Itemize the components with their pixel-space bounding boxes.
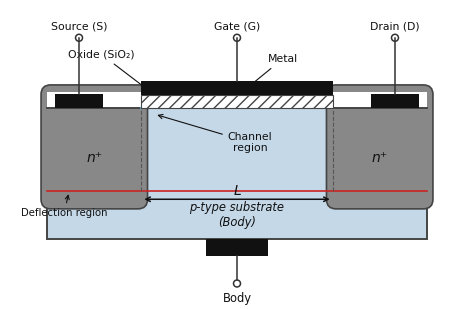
Text: Source (S): Source (S) [51, 21, 107, 31]
Text: Gate (G): Gate (G) [214, 21, 260, 31]
Text: Body: Body [222, 292, 252, 305]
Bar [371, 94, 419, 108]
FancyBboxPatch shape [41, 85, 147, 209]
Text: Deflection region: Deflection region [21, 195, 108, 218]
Bar [207, 239, 267, 256]
Bar [141, 95, 333, 108]
Text: Drain (D): Drain (D) [370, 21, 420, 31]
Text: Oxide (SiO₂): Oxide (SiO₂) [68, 50, 160, 99]
Text: n⁺: n⁺ [372, 151, 388, 165]
Bar [55, 94, 103, 108]
FancyBboxPatch shape [327, 85, 433, 209]
Bar [47, 108, 427, 239]
Text: n⁺: n⁺ [86, 151, 102, 165]
Text: p-type substrate
(Body): p-type substrate (Body) [190, 201, 284, 229]
Text: L: L [233, 184, 241, 198]
Text: Metal: Metal [250, 54, 298, 86]
Bar [47, 92, 427, 108]
Text: Channel
region: Channel region [158, 114, 273, 153]
Bar [141, 82, 333, 95]
